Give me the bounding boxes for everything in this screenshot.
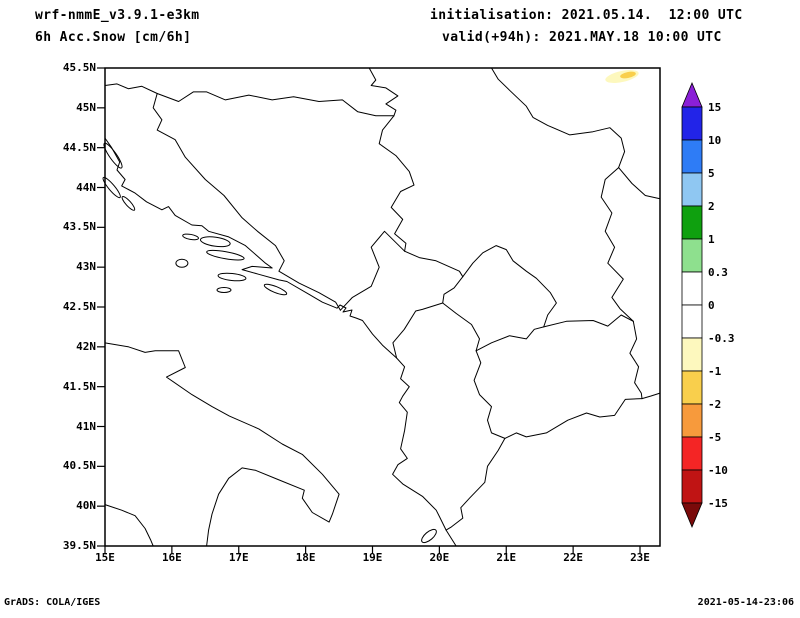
grads-credit: GrADS: COLA/IGES (4, 597, 101, 608)
colorbar: 15 10 5 2 1 0.3 0 -0.3 -1 -2 -5 -10 -15 (681, 81, 735, 529)
border-croatia-serbia (368, 67, 399, 117)
colorbar-label: 1 (708, 233, 715, 246)
lon-tick-label: 16E (161, 551, 182, 564)
initialisation-time: initialisation: 2021.05.14. 12:00 UTC (430, 8, 743, 23)
border-romania-bulgaria (618, 167, 661, 200)
border-kosovo-serbia (462, 245, 557, 328)
border-montenegro-kosovo (442, 276, 464, 304)
axis-ticks (97, 67, 641, 554)
valid-time: valid(+94h): 2021.MAY.18 10:00 UTC (442, 30, 722, 45)
border-serbia-bulgaria (600, 167, 634, 322)
lat-tick-label: 42N (76, 339, 96, 353)
plot-timestamp: 2021-05-14-23:06 (697, 597, 794, 608)
island-hvar (206, 249, 245, 261)
colorbar-label: 10 (708, 134, 721, 147)
map-frame (104, 67, 661, 547)
colorbar-segment (681, 106, 703, 141)
colorbar-arrow-top (681, 81, 703, 108)
lat-tick-label: 41N (76, 419, 96, 433)
colorbar-label: 5 (708, 167, 715, 180)
island-corfu (421, 528, 437, 544)
border-macedonia-greece (504, 398, 643, 439)
lat-tick-label: 41.5N (62, 379, 96, 393)
coastline-italy-tyrrhenian (104, 504, 154, 547)
colorbar-label: 0.3 (708, 266, 728, 279)
colorbar-segment (681, 370, 703, 405)
lon-tick-label: 21E (496, 551, 517, 564)
colorbar-label: -1 (708, 365, 722, 378)
model-name: wrf-nmmE_v3.9.1-e3km (35, 8, 200, 23)
border-croatia-bosnia-north (156, 91, 395, 117)
lon-tick-label: 15E (95, 551, 115, 564)
lat-tick-label: 39.5N (62, 539, 96, 552)
colorbar-label: -10 (708, 464, 728, 477)
lon-tick-label: 17E (228, 551, 249, 564)
border-albania-greece (445, 437, 506, 531)
lon-tick-label: 22E (563, 551, 584, 564)
lon-tick-label: 23E (630, 551, 650, 564)
colorbar-segment (681, 436, 703, 471)
colorbar-label: -15 (708, 497, 728, 510)
border-albania-macedonia (473, 350, 506, 439)
colorbar-label: -2 (708, 398, 721, 411)
lat-tick-label: 42.5N (62, 300, 96, 313)
border-croatia-slovenia (104, 83, 158, 94)
colorbar-label: 15 (708, 101, 721, 114)
border-bosnia-serbia (378, 115, 415, 252)
border-serbia-macedonia (543, 314, 634, 328)
border-kosovo-albania (442, 302, 480, 352)
colorbar-label: 0 (708, 299, 715, 312)
colorbar-segment (681, 304, 703, 339)
colorbar-label: 2 (708, 200, 715, 213)
lat-tick-label: 45.5N (62, 61, 96, 74)
colorbar-segment (681, 403, 703, 438)
colorbar-segment (681, 172, 703, 207)
lat-tick-label: 40N (76, 499, 96, 513)
lon-tick-label: 20E (429, 551, 450, 564)
colorbar-segment (681, 271, 703, 306)
colorbar-segment (681, 469, 703, 504)
lat-tick-label: 44.5N (62, 140, 96, 154)
colorbar-segment (681, 337, 703, 372)
border-croatia-bosnia-west (152, 93, 341, 311)
lon-tick-label: 19E (362, 551, 383, 564)
lat-tick-label: 45N (76, 100, 96, 114)
island-dugi-otok (102, 176, 121, 199)
variable-name: 6h Acc.Snow [cm/6h] (35, 30, 192, 45)
lat-tick-label: 43.5N (62, 220, 96, 234)
border-serbia-romania (491, 67, 626, 169)
border-montenegro-albania (392, 302, 444, 359)
island-kornati (121, 196, 136, 211)
border-macedonia-bulgaria (629, 320, 643, 400)
island-brac (199, 236, 231, 248)
colorbar-label: -5 (708, 431, 721, 444)
lon-tick-label: 18E (295, 551, 316, 564)
lat-tick-label: 40.5N (62, 459, 96, 473)
snow-shaded-area-core (620, 71, 636, 79)
border-montenegro-serbia (404, 250, 464, 278)
island-mljet (263, 283, 288, 296)
island-korcula (217, 272, 247, 282)
colorbar-segment (681, 238, 703, 273)
border-greece-bulgaria (641, 392, 661, 400)
colorbar-arrow-bottom (681, 502, 703, 529)
island-vis (175, 258, 189, 268)
colorbar-segment (681, 205, 703, 240)
colorbar-segment (681, 139, 703, 174)
lat-tick-label: 43N (76, 260, 96, 274)
island-solta (182, 233, 199, 241)
border-kosovo-macedonia (475, 326, 545, 352)
coastline-balkan-adriatic (104, 137, 457, 547)
coastline-italy-adriatic (104, 342, 340, 547)
lat-tick-label: 44N (76, 180, 96, 194)
border-bosnia-montenegro (339, 230, 406, 311)
island-lastovo (216, 287, 232, 293)
colorbar-label: -0.3 (708, 332, 735, 345)
